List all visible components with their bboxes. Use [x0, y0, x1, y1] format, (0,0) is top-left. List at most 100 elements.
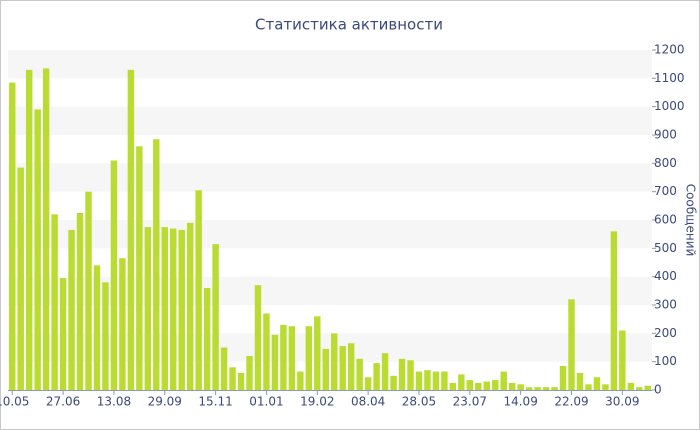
x-tick-label: 01.01 [249, 395, 283, 409]
bar [619, 330, 626, 390]
bar [500, 371, 507, 390]
bar [542, 387, 550, 390]
bar [25, 69, 33, 390]
bar [229, 367, 236, 390]
bar [297, 371, 304, 390]
bar [59, 278, 67, 390]
bar [254, 285, 262, 390]
x-tick-label: 15.11 [198, 395, 232, 409]
x-tick-label: 14.09 [503, 395, 537, 409]
y-tick-label: 100 [654, 354, 677, 368]
y-tick-label: 1100 [654, 71, 685, 85]
bar [271, 334, 279, 390]
bar [364, 377, 372, 390]
x-tick-label: 08.04 [351, 395, 385, 409]
bar [483, 381, 490, 390]
bar [517, 384, 524, 390]
bar [534, 387, 541, 390]
y-tick-label: 700 [654, 184, 677, 198]
bar [263, 313, 270, 390]
bar [347, 343, 355, 390]
grid-band [8, 220, 652, 249]
bar [178, 229, 185, 390]
bar [93, 265, 101, 390]
bar [195, 190, 202, 390]
bar [280, 324, 287, 390]
bar [644, 385, 651, 390]
bar [458, 374, 465, 390]
bar [356, 358, 363, 390]
bar [627, 382, 635, 390]
x-tick-label: 28.05 [402, 395, 436, 409]
x-tick-label: 27.06 [46, 395, 80, 409]
x-tick-label: 22.09 [554, 395, 588, 409]
x-tick-label: 30.09 [605, 395, 639, 409]
bar [212, 244, 219, 390]
y-tick-label: 500 [654, 241, 677, 255]
y-tick-label: 900 [654, 128, 677, 142]
bar [331, 333, 338, 390]
bar [17, 167, 24, 390]
bar [102, 282, 109, 390]
bar [339, 346, 346, 390]
bar [381, 353, 389, 390]
bar [34, 109, 41, 390]
y-tick-label: 400 [654, 269, 677, 283]
bar [68, 229, 75, 390]
bar [407, 360, 414, 390]
y-axis-label: Сообщений [684, 184, 698, 257]
y-tick-label: 300 [654, 298, 677, 312]
y-tick-label: 0 [654, 383, 662, 397]
bar [568, 299, 575, 390]
bar [127, 69, 135, 390]
bar [415, 371, 423, 390]
x-tick-label: 13.08 [97, 395, 131, 409]
x-tick-label: 23.07 [453, 395, 487, 409]
x-tick-label: 19.02 [300, 395, 334, 409]
bar [51, 214, 58, 390]
bar [153, 139, 160, 390]
bar [449, 382, 457, 390]
bar [246, 356, 253, 390]
bar [390, 375, 397, 390]
grid-band [8, 163, 652, 192]
bar [576, 373, 584, 390]
bar [119, 258, 126, 390]
chart-title: Статистика активности [255, 16, 443, 34]
bar [398, 358, 406, 390]
y-tick-label: 1000 [654, 99, 685, 113]
bar [492, 380, 499, 390]
grid-band [8, 106, 652, 135]
bar [551, 387, 558, 390]
bar [466, 380, 474, 390]
bar [186, 222, 194, 390]
y-tick-label: 600 [654, 213, 677, 227]
bar [288, 326, 296, 390]
bar [585, 384, 592, 390]
x-tick-label: 29.09 [148, 395, 182, 409]
bar [170, 228, 177, 390]
y-tick-label: 200 [654, 326, 677, 340]
bar [636, 387, 643, 390]
bar [441, 371, 448, 390]
bar [220, 347, 228, 390]
bar [602, 384, 609, 390]
grid-band [8, 50, 652, 79]
bar [144, 227, 152, 390]
bar [42, 68, 50, 391]
bar [610, 231, 618, 390]
bar [314, 316, 321, 390]
bar [559, 365, 567, 390]
bar [136, 146, 143, 390]
bar [237, 373, 245, 390]
bar [475, 382, 482, 390]
x-tick-label: 10.05 [0, 395, 29, 409]
bar [432, 371, 440, 390]
bar [322, 348, 329, 390]
bar [424, 370, 431, 390]
y-tick-label: 1200 [654, 43, 685, 57]
bar [85, 191, 92, 390]
bar [305, 326, 313, 390]
bar [203, 288, 211, 390]
